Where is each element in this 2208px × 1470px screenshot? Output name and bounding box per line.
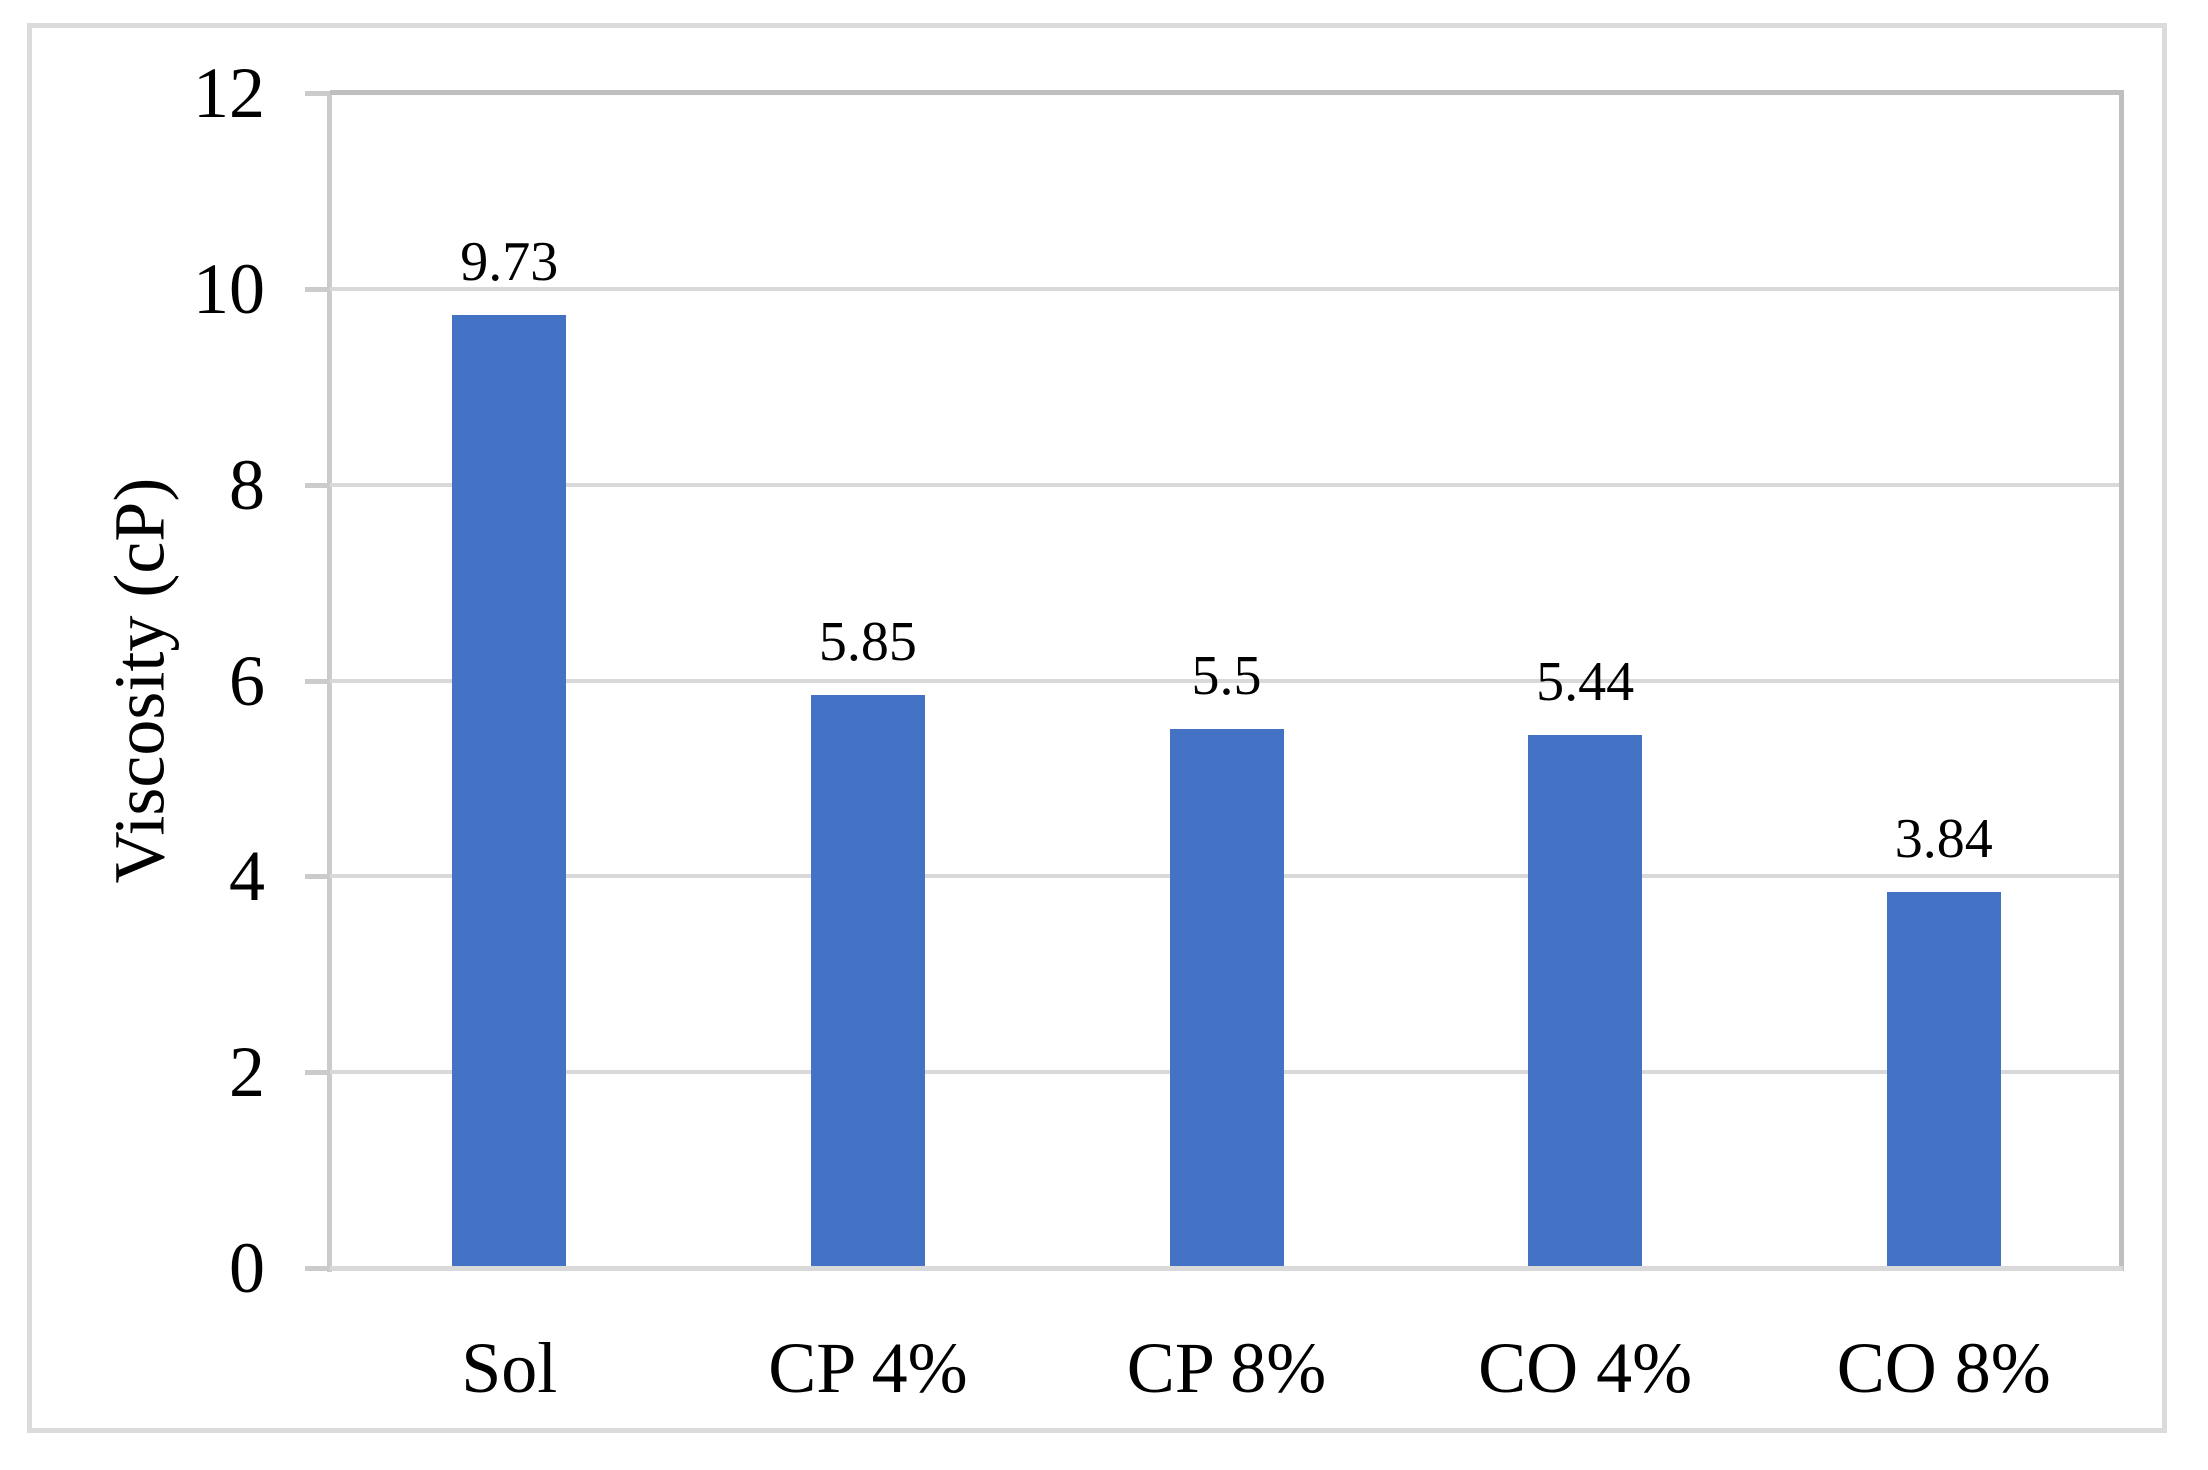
y-tick-mark (305, 1266, 330, 1271)
bar (1886, 892, 2001, 1268)
bar (1169, 729, 1284, 1268)
y-tick-label: 4 (229, 836, 265, 917)
bar (810, 695, 925, 1268)
bar-value-label: 3.84 (1894, 808, 1993, 870)
gridline (330, 286, 2123, 291)
y-tick-mark (305, 874, 330, 880)
y-tick-mark (305, 91, 330, 96)
y-tick-label: 12 (193, 53, 265, 133)
y-tick-label: 6 (229, 640, 265, 721)
x-axis: Sol CP 4% CP 8% CO 4% CO 8% (330, 1325, 2123, 1425)
y-tick-label: 10 (193, 248, 265, 329)
gridline (330, 678, 2123, 683)
bar (452, 315, 567, 1268)
y-tick-label: 8 (229, 444, 265, 525)
y-tick-label: 2 (229, 1032, 265, 1113)
y-tick-mark (305, 482, 330, 488)
plot-right-border (2119, 90, 2124, 1271)
bar-value-label: 5.44 (1536, 651, 1635, 714)
y-tick-label: 0 (229, 1228, 265, 1308)
bar-value-label: 5.5 (1191, 645, 1262, 708)
bar-value-label: 9.73 (460, 231, 559, 294)
x-tick-label: Sol (461, 1328, 558, 1408)
bar (1528, 735, 1643, 1268)
figure-border (27, 23, 2167, 1433)
x-tick-label: CP 4% (768, 1328, 968, 1408)
x-tick-label: CP 8% (1126, 1328, 1327, 1408)
bar-value-label: 5.85 (818, 611, 917, 674)
x-axis-line (330, 1266, 2123, 1271)
plot-top-border (330, 90, 2124, 95)
y-tick-mark (305, 678, 330, 684)
y-tick-mark (305, 1070, 330, 1076)
gridline (330, 482, 2123, 487)
plot-area: 9.73 5.85 5.5 5.44 3.84 (330, 93, 2123, 1268)
y-tick-mark (305, 286, 330, 292)
x-tick-label: CO 4% (1478, 1328, 1693, 1408)
x-tick-label: CO 8% (1836, 1328, 2051, 1408)
